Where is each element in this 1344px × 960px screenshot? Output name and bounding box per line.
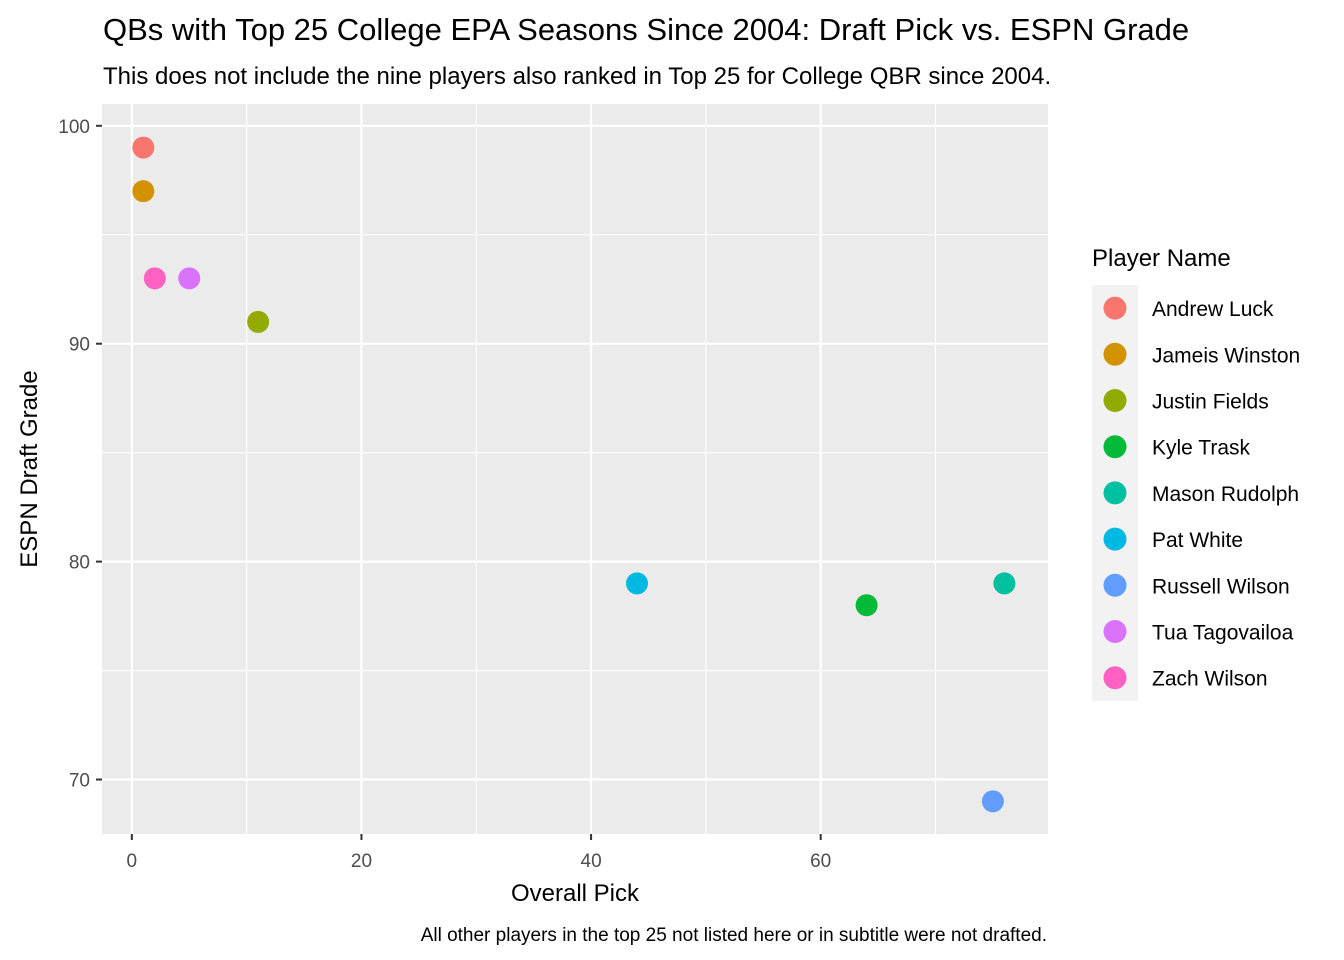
legend-key [1103, 666, 1127, 690]
major-gridlines [102, 104, 1048, 834]
y-tick-label: 80 [69, 553, 90, 574]
legend-label: Zach Wilson [1152, 668, 1268, 691]
chart-title: QBs with Top 25 College EPA Seasons Sinc… [103, 12, 1189, 47]
x-axis-title: Overall Pick [511, 880, 640, 907]
data-point [247, 310, 270, 333]
y-tick-label: 70 [69, 771, 90, 792]
chart-caption: All other players in the top 25 not list… [421, 925, 1047, 946]
legend-label: Justin Fields [1152, 391, 1269, 414]
y-tick-label: 100 [58, 117, 90, 138]
data-point [855, 594, 878, 617]
legend-key [1103, 296, 1127, 320]
legend-key [1103, 527, 1127, 551]
chart-subtitle: This does not include the nine players a… [103, 63, 1051, 90]
x-tick-label: 40 [581, 851, 602, 872]
x-tick-label: 0 [127, 851, 138, 872]
data-point [132, 180, 155, 203]
data-point [993, 572, 1016, 595]
y-axis-ticks: 70 80 90 100 [58, 117, 102, 792]
data-point [625, 572, 648, 595]
legend-key [1103, 620, 1127, 643]
legend-label: Tua Tagovailoa [1152, 622, 1294, 645]
data-point [132, 136, 155, 159]
legend-label: Pat White [1152, 529, 1243, 552]
legend-label: Andrew Luck [1152, 298, 1274, 321]
legend-label: Mason Rudolph [1152, 483, 1299, 506]
data-point [143, 267, 166, 290]
minor-gridlines [102, 104, 1048, 834]
legend-key [1103, 389, 1127, 412]
legend-label: Jameis Winston [1152, 344, 1300, 367]
x-tick-label: 60 [810, 851, 831, 872]
legend-key [1103, 435, 1127, 459]
y-axis-title: ESPN Draft Grade [16, 370, 43, 567]
y-tick-label: 90 [69, 335, 90, 356]
legend-key [1103, 573, 1127, 597]
legend-key [1103, 342, 1127, 366]
legend-label: Kyle Trask [1152, 437, 1251, 460]
data-point [178, 267, 201, 290]
legend-title: Player Name [1092, 245, 1231, 272]
legend: Andrew Luck Jameis Winston Justin Fields Ky… [1092, 285, 1300, 701]
legend-label: Russell Wilson [1152, 575, 1290, 598]
data-points [132, 136, 1016, 813]
legend-key [1103, 481, 1127, 505]
data-point [981, 790, 1004, 813]
plot-panel [102, 104, 1048, 834]
x-axis-ticks: 0 20 40 60 [127, 834, 831, 872]
x-tick-label: 20 [351, 851, 372, 872]
